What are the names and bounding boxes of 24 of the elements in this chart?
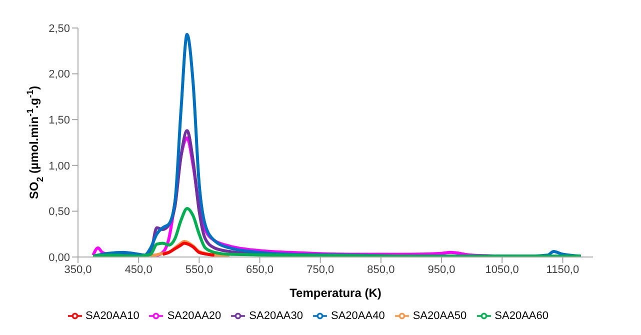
x-tick-label: 1150,0 [546,264,580,276]
x-tick-label: 950,0 [428,264,456,276]
x-tick-label: 650,0 [246,264,274,276]
legend-label: SA20AA20 [167,310,222,322]
x-tick-label: 450,0 [124,264,152,276]
y-tick-label: 1,00 [48,160,70,172]
y-tick-label: 1,50 [48,114,70,127]
legend-label: SA20AA50 [412,310,467,322]
legend-label: SA20AA30 [249,310,303,322]
x-tick-label: 850,0 [367,264,395,276]
line-series [92,206,582,257]
y-tick-label: 0,50 [48,206,70,218]
y-tick-label: 0,00 [48,252,70,264]
line-series [161,242,216,257]
legend-label: SA20AA40 [331,310,385,322]
x-tick-label: 750,0 [306,264,334,276]
y-tick-label: 2,50 [48,22,70,35]
legend-label: SA20AA10 [86,310,140,322]
x-axis-title: Temperatura (K) [290,286,382,300]
legend-label: SA20AA60 [494,310,548,322]
x-tick-label: 1050,0 [485,264,519,276]
y-tick-label: 2,00 [48,68,70,81]
x-tick-label: 550,0 [185,264,213,276]
x-tick-label: 350,0 [64,264,92,276]
